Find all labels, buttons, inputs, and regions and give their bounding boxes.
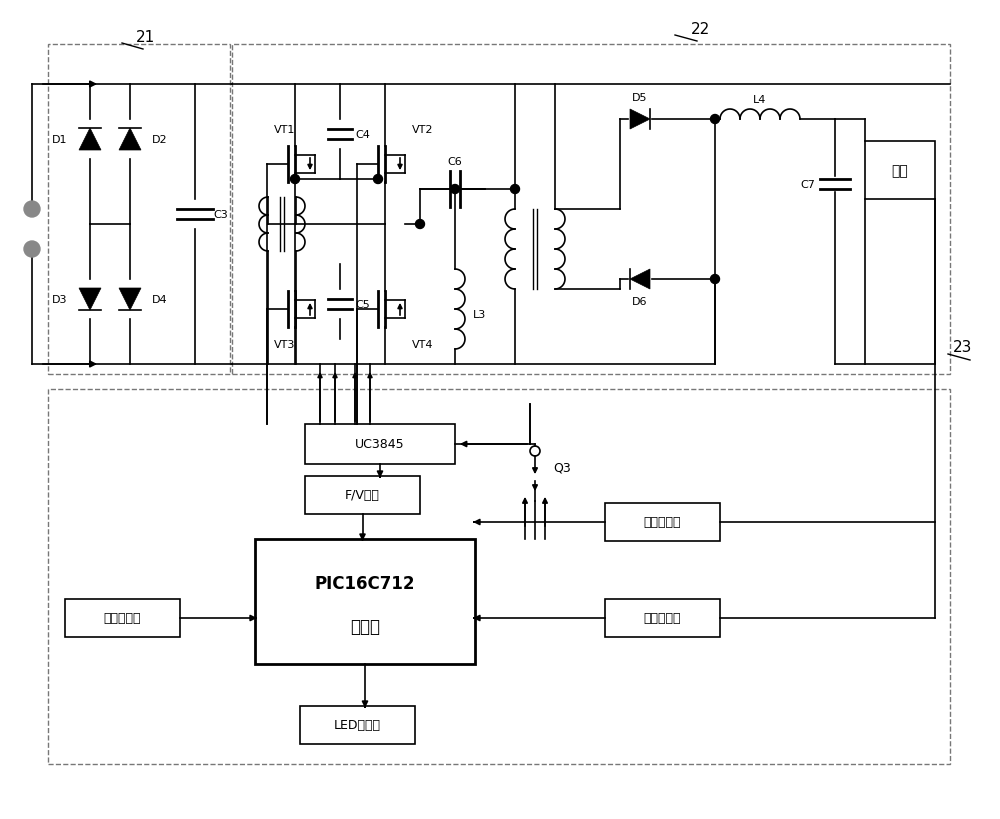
Text: 电流传感器: 电流传感器 (644, 516, 681, 529)
Bar (65, 600, 180, 637)
Circle shape (416, 220, 425, 229)
Polygon shape (79, 129, 101, 151)
Circle shape (710, 275, 720, 284)
Text: L3: L3 (473, 310, 486, 319)
Text: 电池: 电池 (892, 164, 908, 178)
Text: 电压传感器: 电压传感器 (644, 612, 681, 625)
Text: D3: D3 (52, 295, 67, 305)
Bar (48, 45, 230, 374)
Text: VT3: VT3 (274, 340, 296, 350)
Bar (48, 390, 950, 764)
Text: D6: D6 (632, 296, 648, 306)
Text: 温度传感器: 温度传感器 (104, 612, 141, 625)
Circle shape (24, 201, 40, 218)
Polygon shape (630, 110, 650, 130)
Text: VT4: VT4 (412, 340, 434, 350)
Bar (305, 424, 455, 464)
Text: PIC16C712: PIC16C712 (315, 574, 415, 592)
Polygon shape (119, 288, 141, 310)
Text: C3: C3 (213, 210, 228, 219)
Bar (255, 540, 475, 664)
Text: 22: 22 (690, 22, 710, 38)
Bar (605, 504, 720, 541)
Text: D5: D5 (632, 93, 648, 103)
Text: LED指示灯: LED指示灯 (334, 718, 381, 731)
Circle shape (24, 242, 40, 258)
Text: L4: L4 (753, 95, 767, 105)
Text: C5: C5 (355, 300, 370, 310)
Text: F/V转换: F/V转换 (345, 489, 380, 502)
Circle shape (291, 175, 300, 184)
Text: Q3: Q3 (553, 461, 571, 474)
Text: VT1: VT1 (274, 124, 296, 135)
Text: C7: C7 (800, 180, 815, 190)
Bar (865, 142, 935, 200)
Circle shape (511, 185, 520, 194)
Bar (605, 600, 720, 637)
Circle shape (451, 185, 460, 194)
Text: D4: D4 (152, 295, 168, 305)
Text: 21: 21 (135, 30, 155, 45)
Text: D2: D2 (152, 135, 168, 145)
Polygon shape (79, 288, 101, 310)
Circle shape (710, 115, 720, 124)
Text: VT2: VT2 (412, 124, 434, 135)
Polygon shape (630, 269, 650, 290)
Bar (305, 477, 420, 514)
Polygon shape (119, 129, 141, 151)
Text: 23: 23 (953, 340, 972, 355)
Text: C4: C4 (355, 130, 370, 140)
Bar (300, 706, 415, 744)
Bar (232, 45, 950, 374)
Text: D1: D1 (52, 135, 67, 145)
Circle shape (374, 175, 383, 184)
Text: 单片机: 单片机 (350, 618, 380, 636)
Text: C6: C6 (448, 156, 462, 167)
Text: UC3845: UC3845 (355, 438, 405, 451)
